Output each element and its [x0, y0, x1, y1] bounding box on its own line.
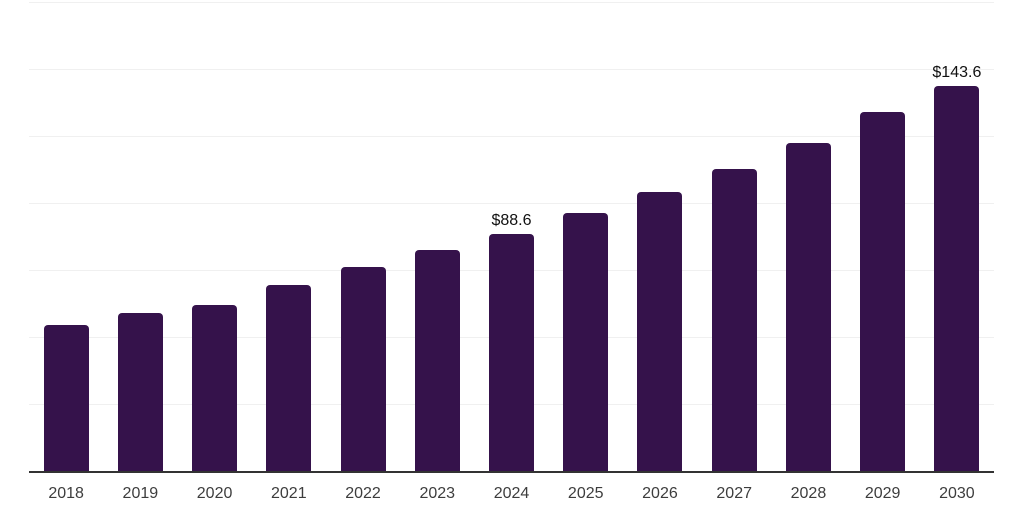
gridline	[29, 136, 994, 137]
x-tick-label-2027: 2027	[716, 485, 752, 502]
bar-2025	[563, 212, 609, 471]
bar-2023	[414, 250, 460, 471]
x-tick-label-2018: 2018	[48, 485, 84, 502]
x-tick-label-2019: 2019	[122, 485, 159, 502]
bar-2028	[785, 142, 831, 471]
bar-2022	[340, 267, 386, 471]
x-tick-label-2028: 2028	[790, 485, 827, 502]
x-tick-label-2020: 2020	[196, 485, 233, 502]
bar-2030	[934, 86, 980, 471]
bar-value-label-2024: $88.6	[491, 211, 532, 229]
bar-2019	[117, 312, 163, 471]
bar-2021	[266, 285, 312, 471]
x-tick-label-2023: 2023	[419, 485, 456, 502]
bar-2027	[711, 168, 757, 471]
x-tick-label-2022: 2022	[345, 485, 381, 502]
x-tick-label-2026: 2026	[642, 485, 678, 502]
bar-2026	[637, 192, 683, 471]
x-axis-line	[29, 471, 994, 473]
x-tick-label-2021: 2021	[271, 485, 307, 502]
bar-2029	[860, 112, 906, 471]
x-tick-label-2029: 2029	[864, 485, 901, 502]
x-tick-label-2030: 2030	[939, 485, 975, 502]
x-tick-label-2025: 2025	[567, 485, 604, 502]
gridline	[29, 2, 994, 3]
gridline	[29, 69, 994, 70]
bar-2020	[192, 304, 238, 471]
x-tick-label-2024: 2024	[493, 485, 530, 502]
gridline	[29, 203, 994, 204]
bar-2018	[43, 325, 89, 471]
bar-2024	[489, 233, 534, 471]
bar-value-label-2030: $143.6	[932, 64, 982, 82]
